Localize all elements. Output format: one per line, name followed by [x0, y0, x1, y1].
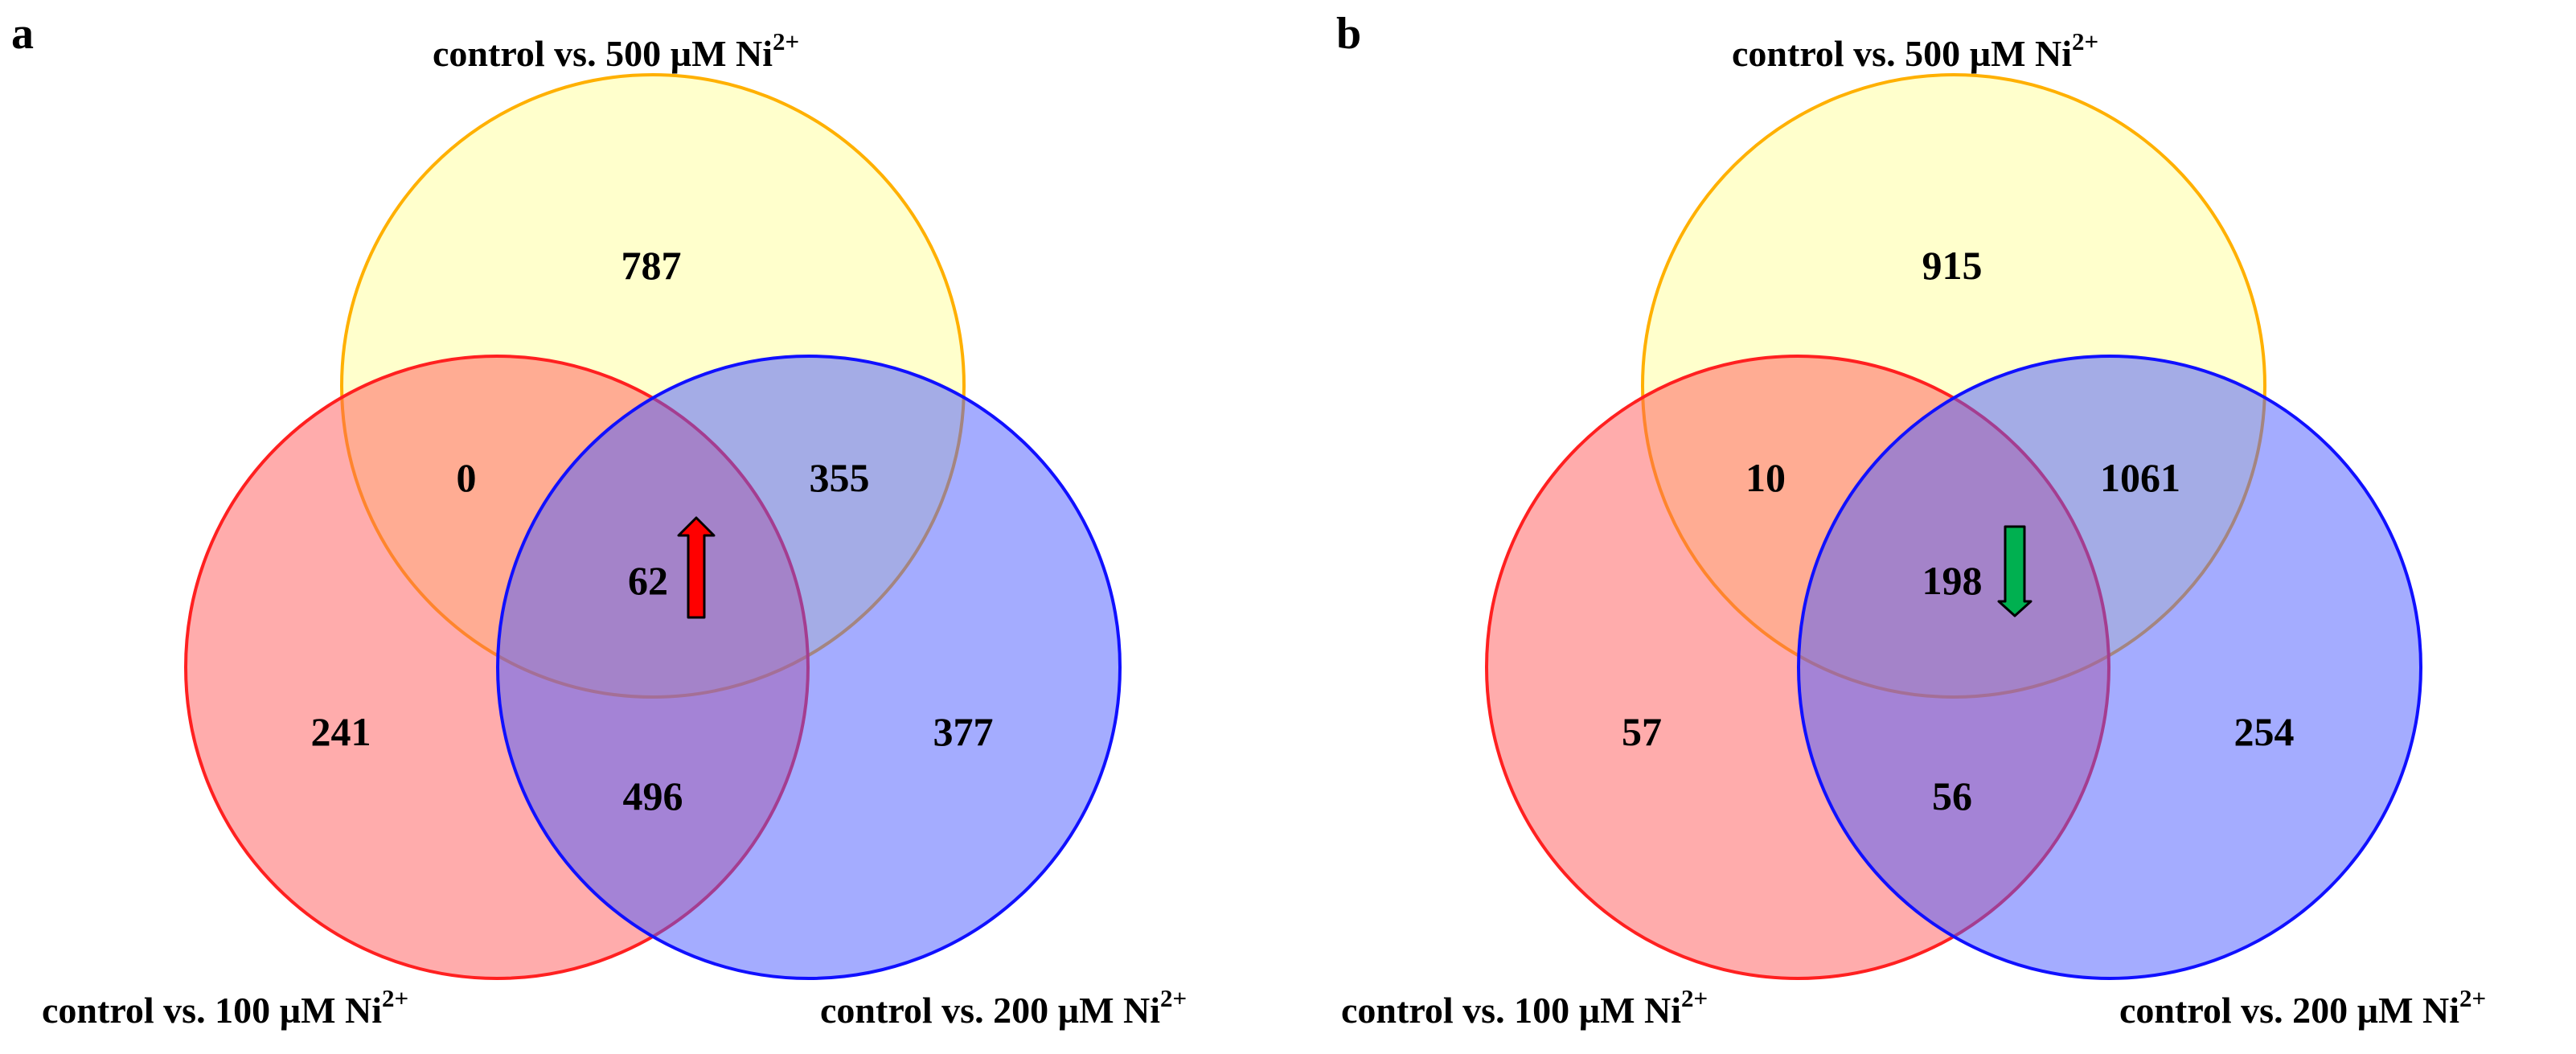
panel-a: a control vs. 500 µM Ni2+ control vs. 10… [11, 9, 1187, 1031]
count-200-only: 254 [2234, 709, 2295, 754]
count-all-three: 62 [628, 558, 668, 603]
count-all-three: 198 [1922, 558, 1983, 603]
count-500-100: 0 [457, 455, 477, 500]
circle-200uM [496, 355, 1122, 980]
count-500-only: 915 [1922, 243, 1983, 288]
count-500-100: 10 [1745, 455, 1786, 500]
count-500-200: 355 [810, 455, 870, 500]
circle-200uM [1797, 355, 2422, 980]
count-100-200: 496 [623, 773, 683, 818]
panel-b-letter: b [1336, 9, 1361, 59]
set-label-500uM: control vs. 500 µM Ni2+ [433, 27, 799, 74]
set-label-100uM: control vs. 100 µM Ni2+ [1341, 984, 1708, 1031]
panel-a-letter: a [11, 9, 34, 59]
set-label-500uM: control vs. 500 µM Ni2+ [1732, 27, 2098, 74]
count-100-only: 57 [1622, 709, 1662, 754]
up-arrow-icon [677, 516, 716, 619]
count-500-only: 787 [621, 243, 682, 288]
set-label-200uM: control vs. 200 µM Ni2+ [2119, 984, 2486, 1031]
set-label-100uM: control vs. 100 µM Ni2+ [42, 984, 408, 1031]
venn-a [184, 73, 1122, 980]
down-arrow-icon [1997, 525, 2032, 617]
set-label-200uM: control vs. 200 µM Ni2+ [820, 984, 1187, 1031]
count-100-only: 241 [311, 709, 371, 754]
panel-b: b control vs. 500 µM Ni2+ control vs. 10… [1336, 9, 2486, 1031]
venn-b [1485, 73, 2422, 980]
count-500-200: 1061 [2100, 455, 2180, 500]
count-200-only: 377 [933, 709, 994, 754]
count-100-200: 56 [1932, 773, 1972, 818]
